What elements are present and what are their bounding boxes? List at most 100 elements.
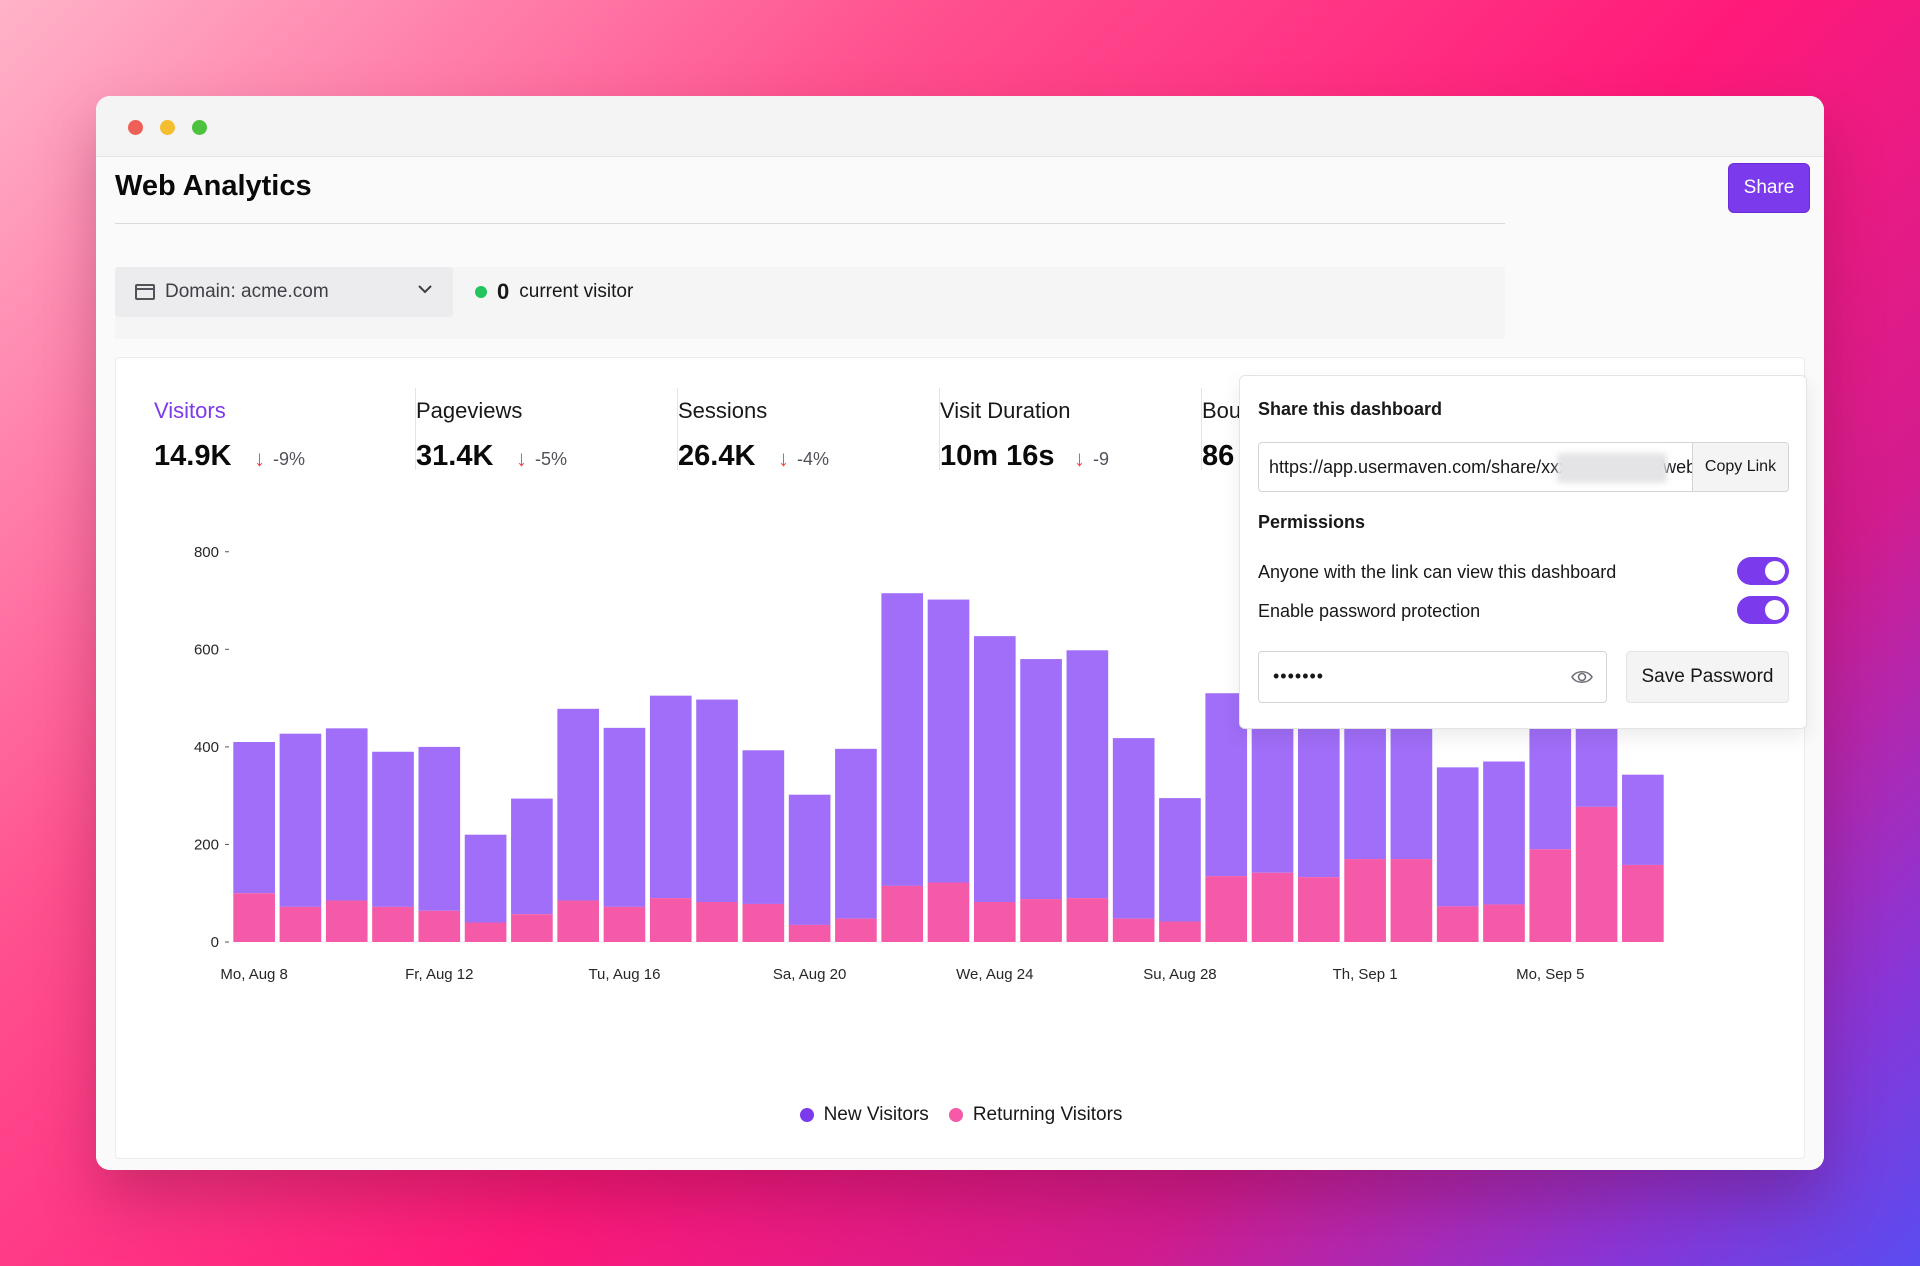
bar-new-visitors [325,728,368,901]
password-protection-toggle[interactable] [1737,596,1789,624]
metric-value: 86 [1202,440,1235,472]
legend-swatch [799,1108,814,1122]
bar-returning-visitors [279,906,322,942]
eye-icon[interactable] [1570,666,1594,688]
bar-returning-visitors [1529,849,1572,942]
bar-new-visitors [835,748,877,919]
bar-new-visitors [1436,767,1479,907]
bar-returning-visitors [511,914,553,942]
share-link-field[interactable]: https://app.usermaven.com/share/xxxxxxxx… [1258,442,1789,492]
browser-window: Web Analytics Share Domain: acme.com 0 c… [96,96,1824,1170]
bar-returning-visitors [881,885,924,942]
metric-sessions[interactable]: Sessions 26.4K ↓ -4% [678,388,940,488]
current-visitors: 0 current visitor [475,279,633,305]
bar-new-visitors [881,593,924,886]
title-divider [115,223,1505,224]
metric-delta-value: -9% [273,448,306,469]
bar-returning-visitors [788,924,831,942]
password-input[interactable]: ••••••• [1258,651,1607,703]
bar-returning-visitors [464,922,507,942]
metric-divider [939,388,940,470]
y-tick-label: 200 [194,836,219,853]
metric-label: Visitors [154,398,226,423]
x-tick-label: Su, Aug 28 [1143,966,1216,983]
legend-swatch [948,1108,963,1122]
bar-returning-visitors [603,906,646,942]
bar-new-visitors [557,708,600,901]
bar-new-visitors [1483,761,1525,905]
bar-returning-visitors [1483,904,1525,942]
bar-returning-visitors [325,900,368,942]
bar-new-visitors [927,599,970,883]
metric-visit-duration[interactable]: Visit Duration 10m 16s ↓ -9 [940,388,1202,488]
bar-new-visitors [973,636,1016,902]
metric-visitors[interactable]: Visitors 14.9K ↓ -9% [154,388,416,488]
x-tick-label: Tu, Aug 16 [588,966,660,983]
permission-password-row: Enable password protection [1258,596,1789,626]
arrow-down-icon: ↓ [778,446,789,471]
copy-link-button[interactable]: Copy Link [1692,443,1788,491]
bar-new-visitors [511,798,553,915]
bar-returning-visitors [1159,921,1201,942]
metric-divider [1201,388,1202,470]
x-tick-label: Fr, Aug 12 [405,966,473,983]
metric-bounce-rate[interactable]: Bou 86 [1202,388,1464,488]
redacted-token [1557,453,1667,483]
x-tick-label: Th, Sep 1 [1333,966,1398,983]
permissions-heading: Permissions [1258,512,1366,532]
maximize-window-button[interactable] [192,120,207,135]
bar-new-visitors [1020,659,1062,900]
bar-new-visitors [464,834,507,923]
metric-delta: ↓ -9 [1074,446,1109,472]
bar-new-visitors [418,746,461,911]
x-tick-label: We, Aug 24 [956,966,1033,983]
bar-returning-visitors [1205,876,1248,942]
browser-window-icon [135,284,155,300]
bar-returning-visitors [557,900,600,942]
arrow-down-icon: ↓ [1074,446,1085,471]
x-tick-label: Mo, Aug 8 [220,966,288,983]
window-titlebar [96,96,1824,157]
save-password-button[interactable]: Save Password [1626,651,1789,703]
close-window-button[interactable] [128,120,143,135]
bar-returning-visitors [1066,898,1109,942]
metric-value: 26.4K [678,440,756,472]
metric-pageviews[interactable]: Pageviews 31.4K ↓ -5% [416,388,678,488]
bar-returning-visitors [1622,864,1664,942]
bar-new-visitors [696,699,738,902]
metric-label: Sessions [678,398,768,423]
legend-label: New Visitors [823,1104,929,1125]
metric-value: 31.4K [416,440,494,472]
filter-bar: Domain: acme.com 0 current visitor [115,267,1505,339]
bar-returning-visitors [927,882,970,942]
domain-select[interactable]: Domain: acme.com [115,267,453,317]
bar-new-visitors [233,742,275,894]
metric-value: 14.9K [154,440,232,472]
metric-delta-value: -5% [535,448,568,469]
share-button[interactable]: Share [1728,163,1810,213]
legend-new-visitors[interactable]: New Visitors [799,1104,929,1126]
bar-returning-visitors [1344,859,1386,942]
bar-returning-visitors [1020,899,1062,942]
live-status-dot [475,286,487,298]
bar-new-visitors [372,751,414,907]
metric-divider [415,388,416,470]
current-visitor-label: current visitor [519,281,634,302]
x-tick-label: Sa, Aug 20 [773,966,846,983]
bar-returning-visitors [372,906,414,942]
bar-returning-visitors [1297,877,1340,942]
bar-returning-visitors [696,902,738,942]
public-link-toggle[interactable] [1737,557,1789,585]
metric-label: Bou [1202,398,1242,423]
password-value: ••••••• [1273,666,1325,686]
minimize-window-button[interactable] [160,120,175,135]
dashboard-content: Web Analytics Share Domain: acme.com 0 c… [96,157,1824,1170]
legend-returning-visitors[interactable]: Returning Visitors [948,1104,1122,1126]
bar-returning-visitors [742,903,785,942]
bar-returning-visitors [835,918,877,942]
bar-new-visitors [649,695,692,899]
bar-returning-visitors [1251,872,1294,942]
bar-returning-visitors [1390,859,1433,942]
permission-password-label: Enable password protection [1258,601,1481,621]
toggle-knob [1765,600,1785,620]
